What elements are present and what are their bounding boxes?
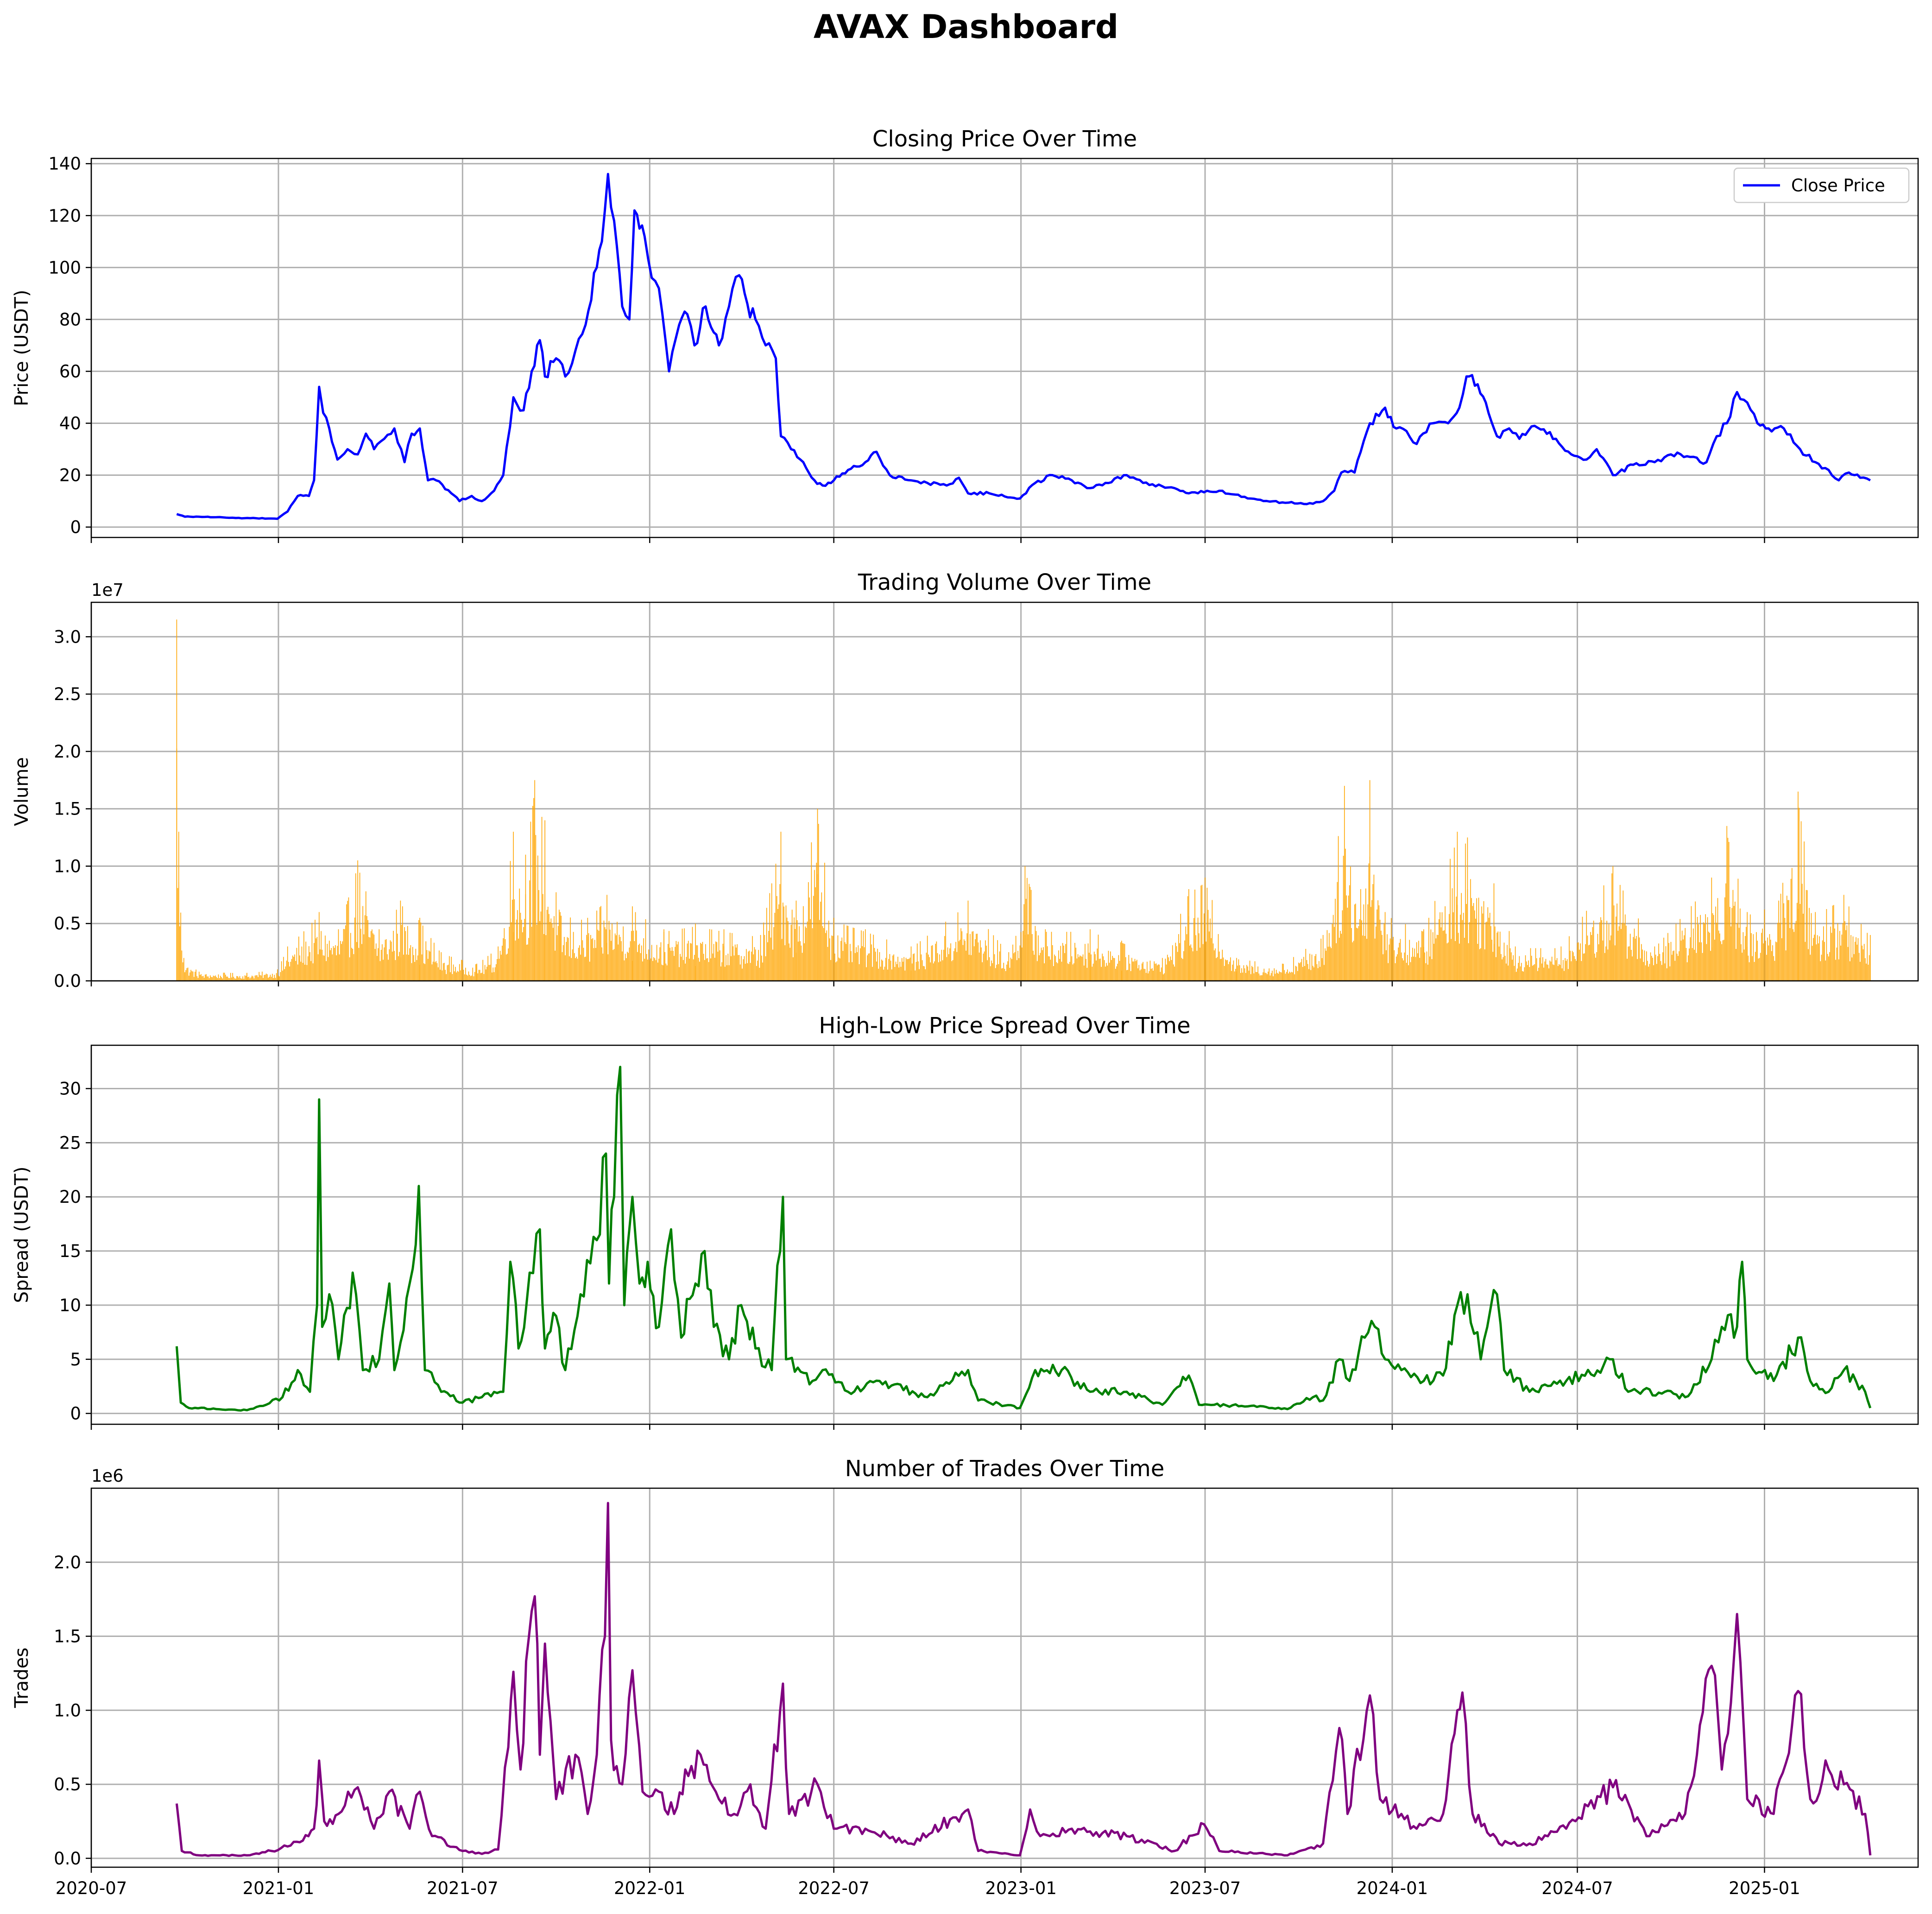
y-axis-label: Volume	[11, 757, 32, 826]
chart-title: High-Low Price Spread Over Time	[819, 1013, 1190, 1039]
y-tick-label: 0	[70, 1404, 81, 1424]
y-tick-label: 0.5	[54, 1775, 81, 1794]
y-axis-label: Spread (USDT)	[11, 1167, 32, 1303]
y-tick-label: 40	[59, 413, 81, 433]
y-tick-label: 3.0	[54, 627, 81, 647]
y-tick-label: 0.0	[54, 1849, 81, 1869]
chart-panel-2: 0.0 0.5 1.0 1.5 2.0 2.5 3.0 Trading Volume Over…	[11, 569, 1919, 991]
y-tick-label: 25	[59, 1133, 81, 1153]
y-tick-label: 1.5	[54, 1627, 81, 1647]
x-tick-label: 2022-01	[614, 1878, 686, 1898]
chart-panel-3: 0 5 10 15 20 25 30 High-Low Price Spread Over T…	[11, 1013, 1919, 1430]
y-tick-label: 120	[48, 206, 81, 226]
x-tick-label: 2020-07	[56, 1878, 127, 1898]
y-tick-label: 80	[59, 310, 81, 329]
y-tick-label: 0.0	[54, 971, 81, 991]
y-offset-label: 1e7	[91, 580, 124, 600]
y-tick-label: 0	[70, 518, 81, 537]
chart-title: Number of Trades Over Time	[845, 1456, 1164, 1482]
y-tick-label: 60	[59, 361, 81, 381]
volume-bars	[176, 619, 1871, 981]
x-tick-label: 2024-01	[1357, 1878, 1428, 1898]
y-offset-label: 1e6	[91, 1466, 124, 1486]
plot-frame	[90, 158, 1919, 538]
legend-label: Close Price	[1791, 176, 1885, 196]
chart-title: Closing Price Over Time	[872, 126, 1137, 152]
y-tick-label: 5	[70, 1350, 81, 1370]
y-tick-label: 30	[59, 1079, 81, 1099]
series-line	[175, 1502, 1872, 1857]
x-tick-label: 2024-07	[1541, 1878, 1613, 1898]
series-line	[176, 173, 1871, 520]
y-tick-label: 1.0	[54, 1700, 81, 1720]
plot-frame	[90, 1487, 1919, 1868]
series-line	[175, 1066, 1872, 1412]
x-tick-label: 2023-07	[1169, 1878, 1241, 1898]
y-tick-label: 100	[48, 258, 81, 278]
y-tick-label: 20	[59, 1187, 81, 1207]
legend-box	[1733, 167, 1910, 203]
dashboard-title: AVAX Dashboard	[814, 8, 1118, 46]
legend: Close Price	[1733, 167, 1910, 203]
y-tick-label: 1.0	[54, 856, 81, 876]
x-tick-label: 2022-07	[798, 1878, 870, 1898]
x-tick-label: 2021-01	[243, 1878, 315, 1898]
chart-panel-1: 0 20 40 60 80 100 120 140 Closing Price Over Tim…	[11, 126, 1919, 543]
y-tick-label: 140	[48, 154, 81, 174]
y-tick-label: 10	[59, 1295, 81, 1315]
y-tick-label: 20	[59, 466, 81, 486]
y-tick-label: 1.5	[54, 799, 81, 819]
y-tick-label: 15	[59, 1241, 81, 1261]
x-tick-label: 2025-01	[1729, 1878, 1800, 1898]
chart-panel-4: 2020-07 2021-01 2021-07 2022-01 2022-07 2023-…	[11, 1456, 1919, 1898]
y-axis-label: Price (USDT)	[11, 290, 32, 406]
plot-frame	[90, 601, 1919, 982]
y-tick-label: 2.0	[54, 1553, 81, 1573]
y-tick-label: 2.5	[54, 684, 81, 704]
x-tick-label: 2023-01	[985, 1878, 1057, 1898]
plot-frame	[90, 1044, 1919, 1425]
x-tick-label: 2021-07	[427, 1878, 499, 1898]
y-axis-label: Trades	[11, 1648, 32, 1708]
y-tick-label: 0.5	[54, 914, 81, 934]
y-tick-label: 2.0	[54, 742, 81, 762]
chart-title: Trading Volume Over Time	[858, 569, 1151, 595]
